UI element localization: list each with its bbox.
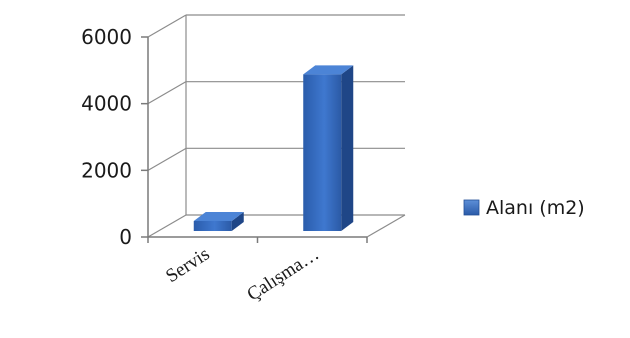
- legend-label: Alanı (m2): [486, 197, 585, 219]
- x-category-label: Servis: [162, 244, 213, 287]
- y-tick-label: 0: [119, 225, 132, 249]
- floor-edge: [366, 214, 406, 238]
- bar: [193, 212, 244, 231]
- y-tick-label: 4000: [81, 92, 132, 116]
- wall-gridline: [147, 147, 187, 171]
- wall-gridline: [147, 214, 187, 238]
- wall-gridline: [147, 14, 187, 38]
- legend-swatch: [463, 199, 480, 216]
- bars: [193, 65, 354, 231]
- legend: Alanı (m2): [463, 197, 585, 219]
- wall-gridline: [147, 81, 187, 105]
- x-category-label: Çalışma…: [243, 244, 323, 306]
- bar: [303, 65, 354, 231]
- axes: [147, 14, 406, 238]
- y-tick-label: 2000: [81, 158, 132, 182]
- y-tick-label: 6000: [81, 25, 132, 49]
- x-axis-categories: Servis Çalışma…: [162, 244, 323, 306]
- y-axis-ticks: 0 2000 4000 6000: [81, 25, 368, 249]
